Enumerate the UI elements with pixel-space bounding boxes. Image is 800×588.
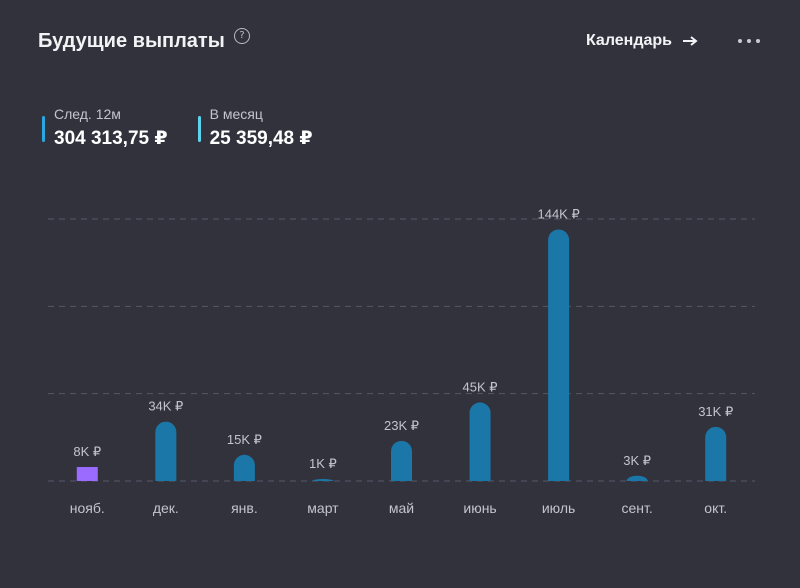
bar-июль[interactable] — [548, 229, 570, 481]
calendar-link-label: Календарь — [585, 32, 672, 49]
stat-marker — [197, 116, 201, 142]
stat-label: В месяц — [209, 106, 263, 122]
bar-сент.[interactable] — [626, 475, 648, 481]
data-label: 23K ₽ — [384, 418, 419, 433]
stat-per-month: В месяц 25 359,48 ₽ — [197, 106, 313, 150]
data-label: 31K ₽ — [698, 404, 733, 419]
x-tick-label: янв. — [231, 500, 258, 516]
more-dot — [756, 39, 760, 43]
bar-нояб.[interactable] — [76, 467, 98, 481]
data-label: 144K ₽ — [537, 206, 579, 221]
stat-label: След. 12м — [54, 106, 121, 122]
data-label: 15K ₽ — [227, 432, 262, 447]
calendar-link[interactable]: Календарь — [586, 32, 698, 50]
data-label: 1K ₽ — [309, 456, 337, 471]
x-tick-label: сент. — [622, 500, 653, 516]
bar-июнь[interactable] — [469, 402, 491, 481]
arrow-right-icon — [683, 36, 698, 46]
x-tick-label: май — [389, 500, 414, 516]
summary-stats: След. 12м 304 313,75 ₽ В месяц 25 359,48… — [42, 106, 343, 150]
data-label: 3K ₽ — [623, 453, 651, 468]
stat-value: 25 359,48 ₽ — [209, 128, 313, 149]
data-label: 8K ₽ — [73, 444, 101, 459]
data-label: 34K ₽ — [148, 399, 183, 414]
stat-next-12m: След. 12м 304 313,75 ₽ — [42, 106, 168, 150]
x-tick-label: окт. — [704, 500, 727, 516]
stat-value: 304 313,75 ₽ — [54, 128, 168, 149]
bar-март[interactable] — [312, 479, 334, 481]
x-tick-label: дек. — [153, 500, 179, 516]
more-dot — [738, 39, 742, 43]
bar-окт.[interactable] — [705, 426, 727, 481]
x-tick-label: март — [307, 500, 339, 516]
bar-дек.[interactable] — [155, 421, 177, 481]
header: Будущие выплаты ? Календарь — [38, 28, 760, 58]
bar-май[interactable] — [391, 440, 412, 481]
help-icon[interactable]: ? — [234, 28, 250, 44]
x-tick-label: нояб. — [70, 500, 105, 516]
x-tick-label: июль — [542, 500, 575, 516]
bar-янв.[interactable] — [233, 454, 255, 481]
stat-marker — [42, 116, 45, 142]
more-icon[interactable] — [738, 31, 760, 51]
more-dot — [747, 39, 751, 43]
x-tick-label: июнь — [463, 500, 496, 516]
data-label: 45K ₽ — [463, 379, 498, 394]
page-title: Будущие выплаты — [38, 30, 225, 52]
